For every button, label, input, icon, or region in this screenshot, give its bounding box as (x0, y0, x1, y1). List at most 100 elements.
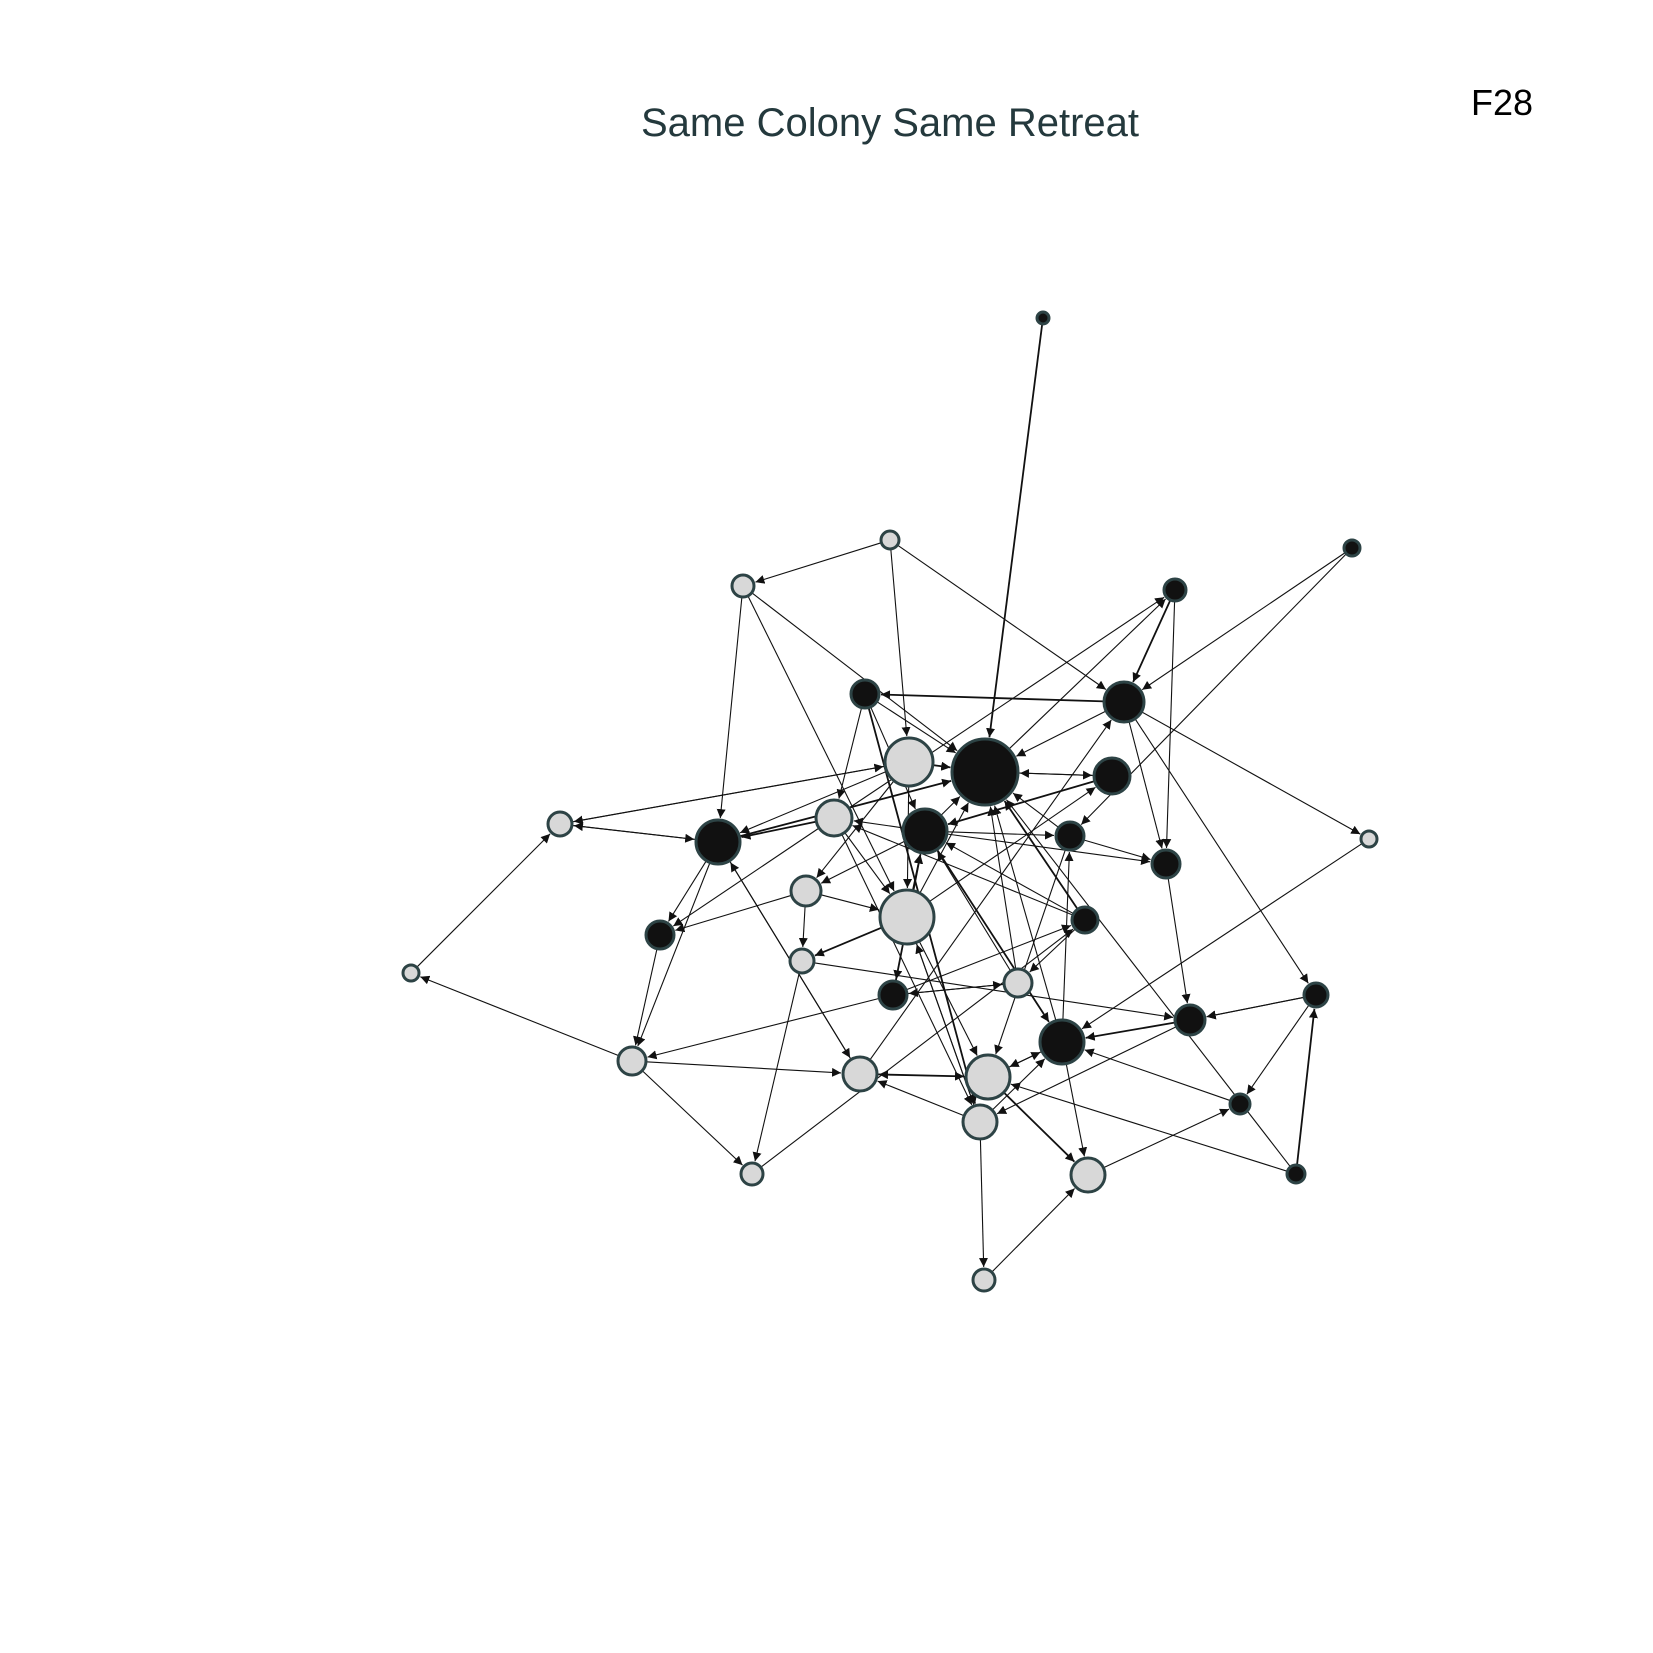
edge-b10-g9 (633, 948, 658, 1046)
edge-g13-b14 (1103, 1108, 1230, 1169)
node-BB (1038, 1018, 1086, 1066)
edge-g11-g14 (978, 1138, 988, 1268)
edge-G-GG (918, 940, 978, 1056)
node-g1 (883, 736, 935, 788)
edge-G-B (919, 802, 969, 894)
node-b4 (1092, 756, 1132, 796)
node-b8 (1150, 848, 1182, 880)
node-g13 (1069, 1156, 1107, 1194)
edge-b6-g3 (853, 817, 904, 829)
edge-b8-b13 (1167, 877, 1191, 1004)
edge-b9-b6 (945, 842, 1074, 915)
edge-n1-n2 (755, 542, 882, 584)
node-g5 (789, 874, 823, 908)
edge-b2-g3 (836, 707, 863, 799)
edge-g1-b5 (739, 770, 888, 834)
node-g10 (841, 1055, 879, 1093)
node-g6 (788, 947, 816, 975)
edge-b7-GG (994, 849, 1067, 1055)
edge-g3-G (844, 832, 891, 895)
node-top (1035, 310, 1051, 326)
edge-b5-b10 (668, 860, 707, 922)
edge-b6-g5 (820, 840, 906, 884)
edge-n1-b3 (897, 544, 1107, 690)
node-b11 (877, 979, 909, 1011)
node-b3 (1102, 680, 1146, 724)
node-b9 (1070, 905, 1100, 935)
edge-b3-b12 (1134, 718, 1309, 984)
node-g4 (1359, 829, 1379, 849)
node-g7 (1002, 967, 1034, 999)
diagram-title: Same Colony Same Retreat (641, 101, 1139, 145)
edge-GG-g10 (878, 1070, 967, 1080)
node-b5 (694, 818, 742, 866)
edge-b1-b3 (1132, 599, 1172, 683)
edge-g2-g1 (571, 763, 884, 823)
edge-b7-b8 (1083, 839, 1151, 862)
edge-g6-g12 (752, 972, 800, 1162)
edge-b3-B (1016, 710, 1107, 757)
node-g3 (814, 798, 854, 838)
edge-b6-BB (936, 849, 1050, 1023)
node-b7 (1054, 820, 1086, 852)
edge-b9-g3 (852, 824, 1074, 916)
edge-g11-BB (991, 1058, 1046, 1111)
edge-g3-b10 (672, 827, 820, 927)
edge-g5-g6 (798, 905, 808, 948)
node-layer (401, 310, 1379, 1293)
edge-GG-BB (1007, 1051, 1041, 1069)
edge-b6-b7 (946, 830, 1055, 840)
edge-g5-G (820, 894, 880, 912)
edge-g7-b11 (908, 983, 1005, 998)
edge-b14-BB (1084, 1048, 1231, 1102)
edge-b6-B (940, 796, 961, 816)
edge-n1-g1 (890, 548, 911, 737)
edge-b15-GG (1010, 1082, 1288, 1172)
edge-g11-g10 (877, 1080, 965, 1117)
edge-g9-g8 (420, 975, 620, 1057)
node-b15 (1285, 1163, 1307, 1185)
edge-b3-g4 (1141, 711, 1361, 835)
node-g14 (971, 1267, 997, 1293)
edge-b5-g9 (636, 862, 711, 1047)
edge-n2-G (747, 595, 895, 892)
edge-g14-g13 (991, 1188, 1075, 1273)
node-g8 (401, 963, 421, 983)
edge-n2-b5 (716, 596, 743, 819)
edge-B-b1 (1008, 598, 1166, 750)
edge-b6-b8 (946, 833, 1151, 866)
edge-g9-g10 (645, 1061, 842, 1077)
node-g11 (961, 1103, 999, 1141)
edge-g9-g12 (641, 1070, 743, 1166)
edge-G-g6 (814, 926, 883, 957)
node-g2 (546, 810, 574, 838)
edge-b12-b13 (1206, 996, 1305, 1020)
edge-g1-B (932, 761, 951, 771)
edge-b12-b14 (1246, 1004, 1310, 1095)
edge-g7-B (987, 806, 1017, 970)
node-b6 (901, 807, 949, 855)
edge-b15-b12 (1296, 1008, 1318, 1166)
edge-g2-b5 (571, 824, 695, 843)
node-n1 (879, 529, 901, 551)
edge-G-b4 (928, 786, 1096, 903)
edge-b13-BB (1085, 1021, 1176, 1041)
node-G (878, 888, 936, 946)
edge-b7-B (1012, 792, 1060, 829)
edge-b1-b8 (1162, 600, 1176, 849)
edge-b4-B (1019, 768, 1095, 778)
edge-top-B (986, 323, 1044, 738)
edge-tr-b3 (1141, 552, 1346, 691)
node-n2 (730, 573, 756, 599)
edge-g4-BB (1081, 842, 1363, 1030)
node-b14 (1228, 1092, 1252, 1116)
node-tr (1342, 538, 1362, 558)
edge-b4-b6 (947, 780, 1095, 826)
edge-g5-b10 (675, 894, 792, 933)
node-b2 (849, 678, 881, 710)
edge-b3-b8 (1128, 721, 1165, 849)
panel-label: F28 (1471, 82, 1533, 123)
edge-g10-b3 (869, 719, 1112, 1061)
node-b10 (644, 919, 676, 951)
